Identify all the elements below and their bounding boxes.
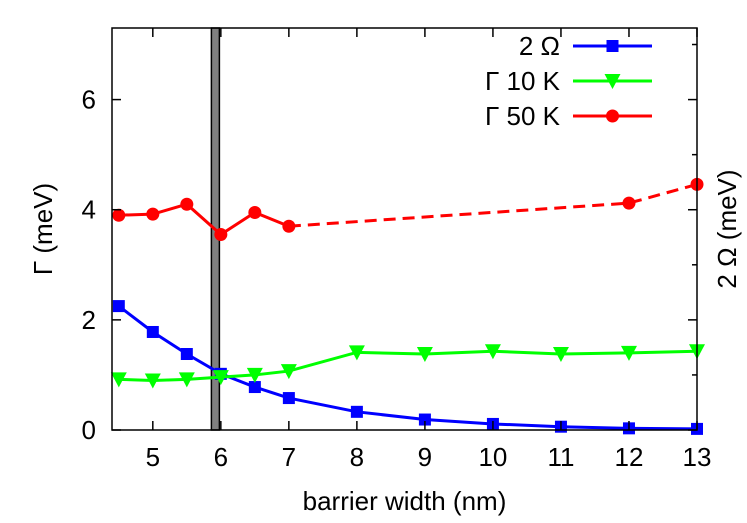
y-tick-label: 2	[82, 305, 96, 335]
data-point	[620, 345, 637, 361]
x-tick-label: 10	[478, 442, 507, 472]
data-point	[282, 219, 296, 233]
y-tick-label: 0	[82, 415, 96, 445]
x-tick-label: 5	[146, 442, 160, 472]
series-line-dashed	[288, 182, 698, 228]
x-tick-label: 11	[547, 442, 574, 472]
legend-marker	[604, 74, 621, 89]
y-tick-label: 4	[82, 195, 96, 225]
data-point	[484, 344, 501, 360]
data-point	[348, 345, 365, 361]
y-axis-title: Γ (meV)	[28, 183, 58, 275]
data-point	[622, 196, 636, 210]
x-tick-label: 7	[282, 442, 296, 472]
legend-label: Γ 10 K	[485, 66, 561, 96]
data-point	[214, 228, 228, 242]
data-point	[112, 208, 126, 222]
series-1	[110, 344, 705, 389]
legend-label: Γ 50 K	[485, 101, 561, 131]
data-point	[248, 205, 262, 219]
data-point	[146, 325, 159, 338]
data-point	[110, 372, 127, 388]
data-point	[552, 347, 569, 363]
y2-axis-title: 2 Ω (meV)	[712, 169, 742, 288]
data-point	[112, 300, 125, 313]
data-point	[350, 405, 363, 418]
data-point	[280, 364, 297, 380]
plot-frame	[111, 27, 698, 431]
tick-layer: 5 6 7 8 9 10 11 12 13 0 2 4 6	[82, 28, 712, 472]
data-point	[418, 413, 431, 426]
legend-marker	[606, 40, 619, 52]
data-point	[146, 207, 160, 221]
x-axis-title: barrier width (nm)	[303, 486, 507, 516]
data-point	[416, 347, 433, 363]
legend: 2 Ω Γ 10 K Γ 50 K	[485, 31, 652, 131]
data-point	[178, 372, 195, 388]
data-point	[246, 367, 263, 383]
x-tick-label: 12	[615, 442, 644, 472]
series-2	[112, 177, 704, 242]
series-layer	[110, 177, 705, 435]
series-line	[118, 349, 698, 382]
x-tick-label: 8	[350, 442, 364, 472]
data-point	[212, 370, 229, 386]
y-tick-label: 6	[82, 85, 96, 115]
legend-label: 2 Ω	[519, 31, 560, 61]
series-line	[117, 304, 698, 431]
series-line	[118, 202, 290, 237]
data-point	[282, 392, 295, 405]
data-point	[248, 381, 261, 394]
data-point	[180, 197, 194, 211]
x-tick-label: 13	[683, 442, 712, 472]
x-tick-label: 9	[418, 442, 432, 472]
data-point	[180, 348, 193, 361]
data-point	[144, 373, 161, 389]
legend-marker	[606, 109, 619, 123]
x-tick-label: 6	[214, 442, 228, 472]
series-0	[112, 300, 703, 435]
